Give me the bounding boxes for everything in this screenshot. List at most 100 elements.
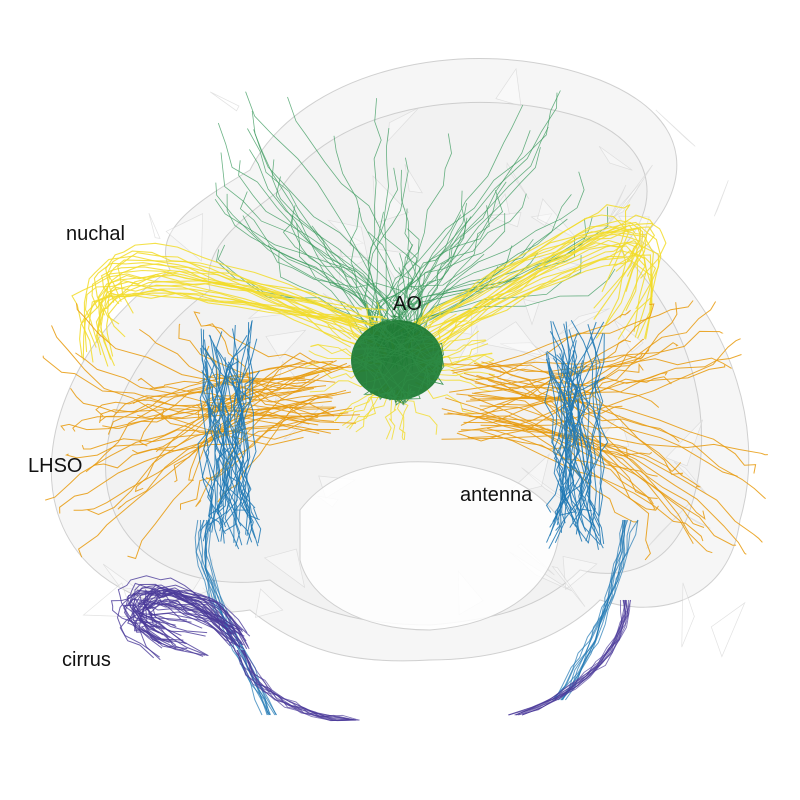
body-mesh-facet [665, 419, 704, 467]
lhso-nerve [460, 303, 655, 426]
label-cirrus: cirrus [62, 649, 111, 671]
nuchal-nerve [100, 266, 359, 321]
antenna-nerve [231, 358, 259, 547]
lhso-nerve [479, 405, 682, 473]
ao-neuropil-fiber [412, 318, 424, 334]
body-mesh-facet [551, 566, 586, 607]
antenna-nerve [197, 363, 230, 535]
body-mesh-facet [713, 180, 729, 217]
body-mesh-facet [148, 212, 161, 239]
antenna-nerve [200, 371, 231, 531]
ao-fiber [408, 193, 527, 340]
ao-neuropil-fiber [386, 389, 406, 406]
lhso-nerve [463, 372, 654, 505]
ao-fiber [251, 110, 383, 362]
antenna-nerve [548, 333, 605, 549]
ao-neuropil-fiber [390, 314, 400, 323]
ao-fiber [403, 92, 558, 349]
nuchal-nerve [104, 259, 387, 311]
lhso-nerve [443, 364, 726, 415]
antenna-nerve [552, 353, 594, 523]
nuchal-nerve [411, 231, 654, 339]
nuchal-nerve [71, 273, 386, 349]
body-mesh-facet [710, 601, 746, 658]
cirrus-nerve [117, 575, 236, 644]
cirrus-nerve [507, 599, 629, 716]
nuchal-nerve [415, 227, 641, 325]
lhso-nerve [59, 424, 320, 514]
ao-fiber [245, 91, 387, 353]
ao-neuropil-fiber [354, 348, 441, 369]
ao-neuropil-fiber [354, 322, 389, 370]
lhso-nerve [486, 416, 738, 478]
nuchal-nerve [409, 227, 642, 353]
ao-neuropil-fiber [428, 339, 442, 382]
antenna-nerve [564, 321, 601, 546]
body-mesh-facet [685, 514, 711, 529]
cirrus-nerve [138, 589, 243, 661]
lhso-nerve [87, 360, 344, 515]
antenna-nerve [563, 329, 583, 542]
lhso-nerve [474, 357, 732, 394]
ao-neuropil-fiber [406, 387, 417, 400]
ao-neuropil-fiber [400, 390, 416, 404]
ao-fiber [291, 215, 395, 338]
cirrus-nerve [134, 611, 245, 650]
cirrus-nerve [144, 598, 240, 645]
ao-fiber [411, 205, 490, 363]
nuchal-nerve [415, 250, 652, 354]
ao-fiber [404, 244, 420, 341]
ao-fiber [238, 160, 383, 336]
lhso-nerve [458, 424, 763, 543]
nuchal-nerve [82, 283, 387, 361]
body-mesh-facet [598, 145, 633, 171]
label-ao: AO [393, 293, 422, 315]
antenna-nerve [559, 324, 600, 516]
nuchal-nerve [93, 262, 351, 348]
label-nuchal: nuchal [66, 223, 125, 245]
nuchal-nerve [83, 255, 362, 353]
ao-neuropil-fiber [390, 391, 402, 398]
lhso-nerve [441, 435, 768, 456]
lhso-nerve [479, 430, 704, 542]
lhso-nerve [193, 311, 332, 374]
lhso-nerve [467, 395, 653, 457]
cirrus-nerve [130, 584, 250, 650]
body-mesh-facet [500, 360, 536, 385]
ao-neuropil-fiber [399, 394, 407, 406]
body-mesh-facet [530, 213, 553, 227]
ao-neuropil-fiber [375, 326, 437, 345]
lhso-nerve [476, 362, 644, 389]
antenna-tail [554, 519, 639, 701]
ao-neuropil-fiber [379, 324, 438, 376]
antenna-nerve [567, 360, 581, 535]
ao-neuropil-fiber [436, 342, 444, 366]
body-mesh-facet [265, 329, 307, 359]
lhso-nerve [77, 391, 351, 558]
ao-fiber [373, 213, 506, 340]
antenna-nerve [208, 320, 253, 517]
nuchal-nerve [97, 274, 380, 346]
ao-neuropil-fiber [352, 359, 393, 399]
lhso-nerve [178, 323, 335, 417]
antenna-nerve [199, 352, 215, 542]
lhso-nerve [188, 352, 315, 481]
antenna-nerve [201, 344, 252, 535]
nuchal-nerve [406, 222, 667, 341]
antenna-nerve [570, 320, 604, 516]
lhso-nerve [459, 375, 680, 443]
lhso-nerve-tracts [42, 300, 768, 561]
antenna-nerve [215, 370, 261, 550]
antenna-nerve [213, 334, 249, 518]
lhso-nerve [443, 330, 724, 367]
lhso-nerve [480, 339, 631, 411]
cirrus-nerve-tracts [110, 575, 632, 722]
antenna-nerve [227, 368, 252, 537]
ao-fiber [374, 203, 467, 345]
lhso-nerve [481, 361, 623, 414]
ao-neuropil-fiber [355, 321, 394, 347]
nuchal-nerve [79, 288, 389, 358]
nuchal-nerve [106, 289, 383, 357]
ao-neuropil-fiber [378, 324, 438, 376]
nuchal-nerve [433, 224, 648, 360]
